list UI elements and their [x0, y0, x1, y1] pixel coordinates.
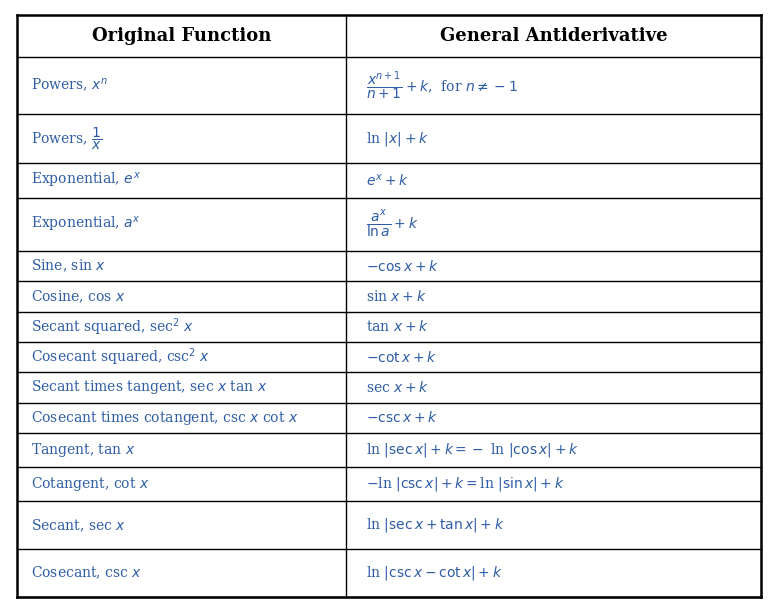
Text: ln $|\csc x-\cot x|+k$: ln $|\csc x-\cot x|+k$ — [366, 564, 503, 582]
Text: Tangent, tan $x$: Tangent, tan $x$ — [31, 441, 135, 459]
Text: $e^x+k$: $e^x+k$ — [366, 173, 408, 188]
Text: $-\cot x+k$: $-\cot x+k$ — [366, 350, 436, 365]
Text: ln $|x|+k$: ln $|x|+k$ — [366, 130, 429, 148]
Text: $\dfrac{a^x}{\ln a}+k$: $\dfrac{a^x}{\ln a}+k$ — [366, 209, 419, 240]
Text: Secant squared, sec$^2$ $x$: Secant squared, sec$^2$ $x$ — [31, 316, 194, 337]
Text: Cosecant times cotangent, csc $x$ cot $x$: Cosecant times cotangent, csc $x$ cot $x… — [31, 409, 299, 427]
Text: Cosecant, csc $x$: Cosecant, csc $x$ — [31, 565, 142, 581]
Text: $-\cos x+k$: $-\cos x+k$ — [366, 259, 439, 274]
Text: Cotangent, cot $x$: Cotangent, cot $x$ — [31, 475, 149, 493]
Text: $-$ln $|\csc x|+k=$ln $|\sin x|+k$: $-$ln $|\csc x|+k=$ln $|\sin x|+k$ — [366, 475, 565, 493]
Text: ln $|\sec x+\tan x|+k$: ln $|\sec x+\tan x|+k$ — [366, 516, 504, 534]
Text: ln $|\sec x|+k = -$ ln $|\cos x|+k$: ln $|\sec x|+k = -$ ln $|\cos x|+k$ — [366, 441, 579, 459]
Text: Powers, $x^n$: Powers, $x^n$ — [31, 77, 108, 94]
Text: Exponential, $a^x$: Exponential, $a^x$ — [31, 215, 141, 234]
Text: Cosine, cos $x$: Cosine, cos $x$ — [31, 288, 125, 305]
Text: $-\csc x+k$: $-\csc x+k$ — [366, 410, 438, 425]
Text: Secant times tangent, sec $x$ tan $x$: Secant times tangent, sec $x$ tan $x$ — [31, 378, 268, 396]
Text: General Antiderivative: General Antiderivative — [440, 27, 668, 45]
Text: Exponential, $e^x$: Exponential, $e^x$ — [31, 171, 141, 190]
Text: sin $x+k$: sin $x+k$ — [366, 289, 426, 304]
Text: sec $x+k$: sec $x+k$ — [366, 380, 429, 395]
Text: Cosecant squared, csc$^2$ $x$: Cosecant squared, csc$^2$ $x$ — [31, 347, 210, 368]
Text: tan $x+k$: tan $x+k$ — [366, 319, 429, 334]
Text: $\dfrac{x^{n+1}}{n+1}+k$,  for $n\neq -1$: $\dfrac{x^{n+1}}{n+1}+k$, for $n\neq -1$ — [366, 69, 517, 102]
Text: Secant, sec $x$: Secant, sec $x$ — [31, 517, 126, 533]
Text: Sine, sin $x$: Sine, sin $x$ — [31, 258, 107, 274]
Text: Powers, $\dfrac{1}{x}$: Powers, $\dfrac{1}{x}$ — [31, 125, 102, 152]
Text: Original Function: Original Function — [92, 27, 272, 45]
